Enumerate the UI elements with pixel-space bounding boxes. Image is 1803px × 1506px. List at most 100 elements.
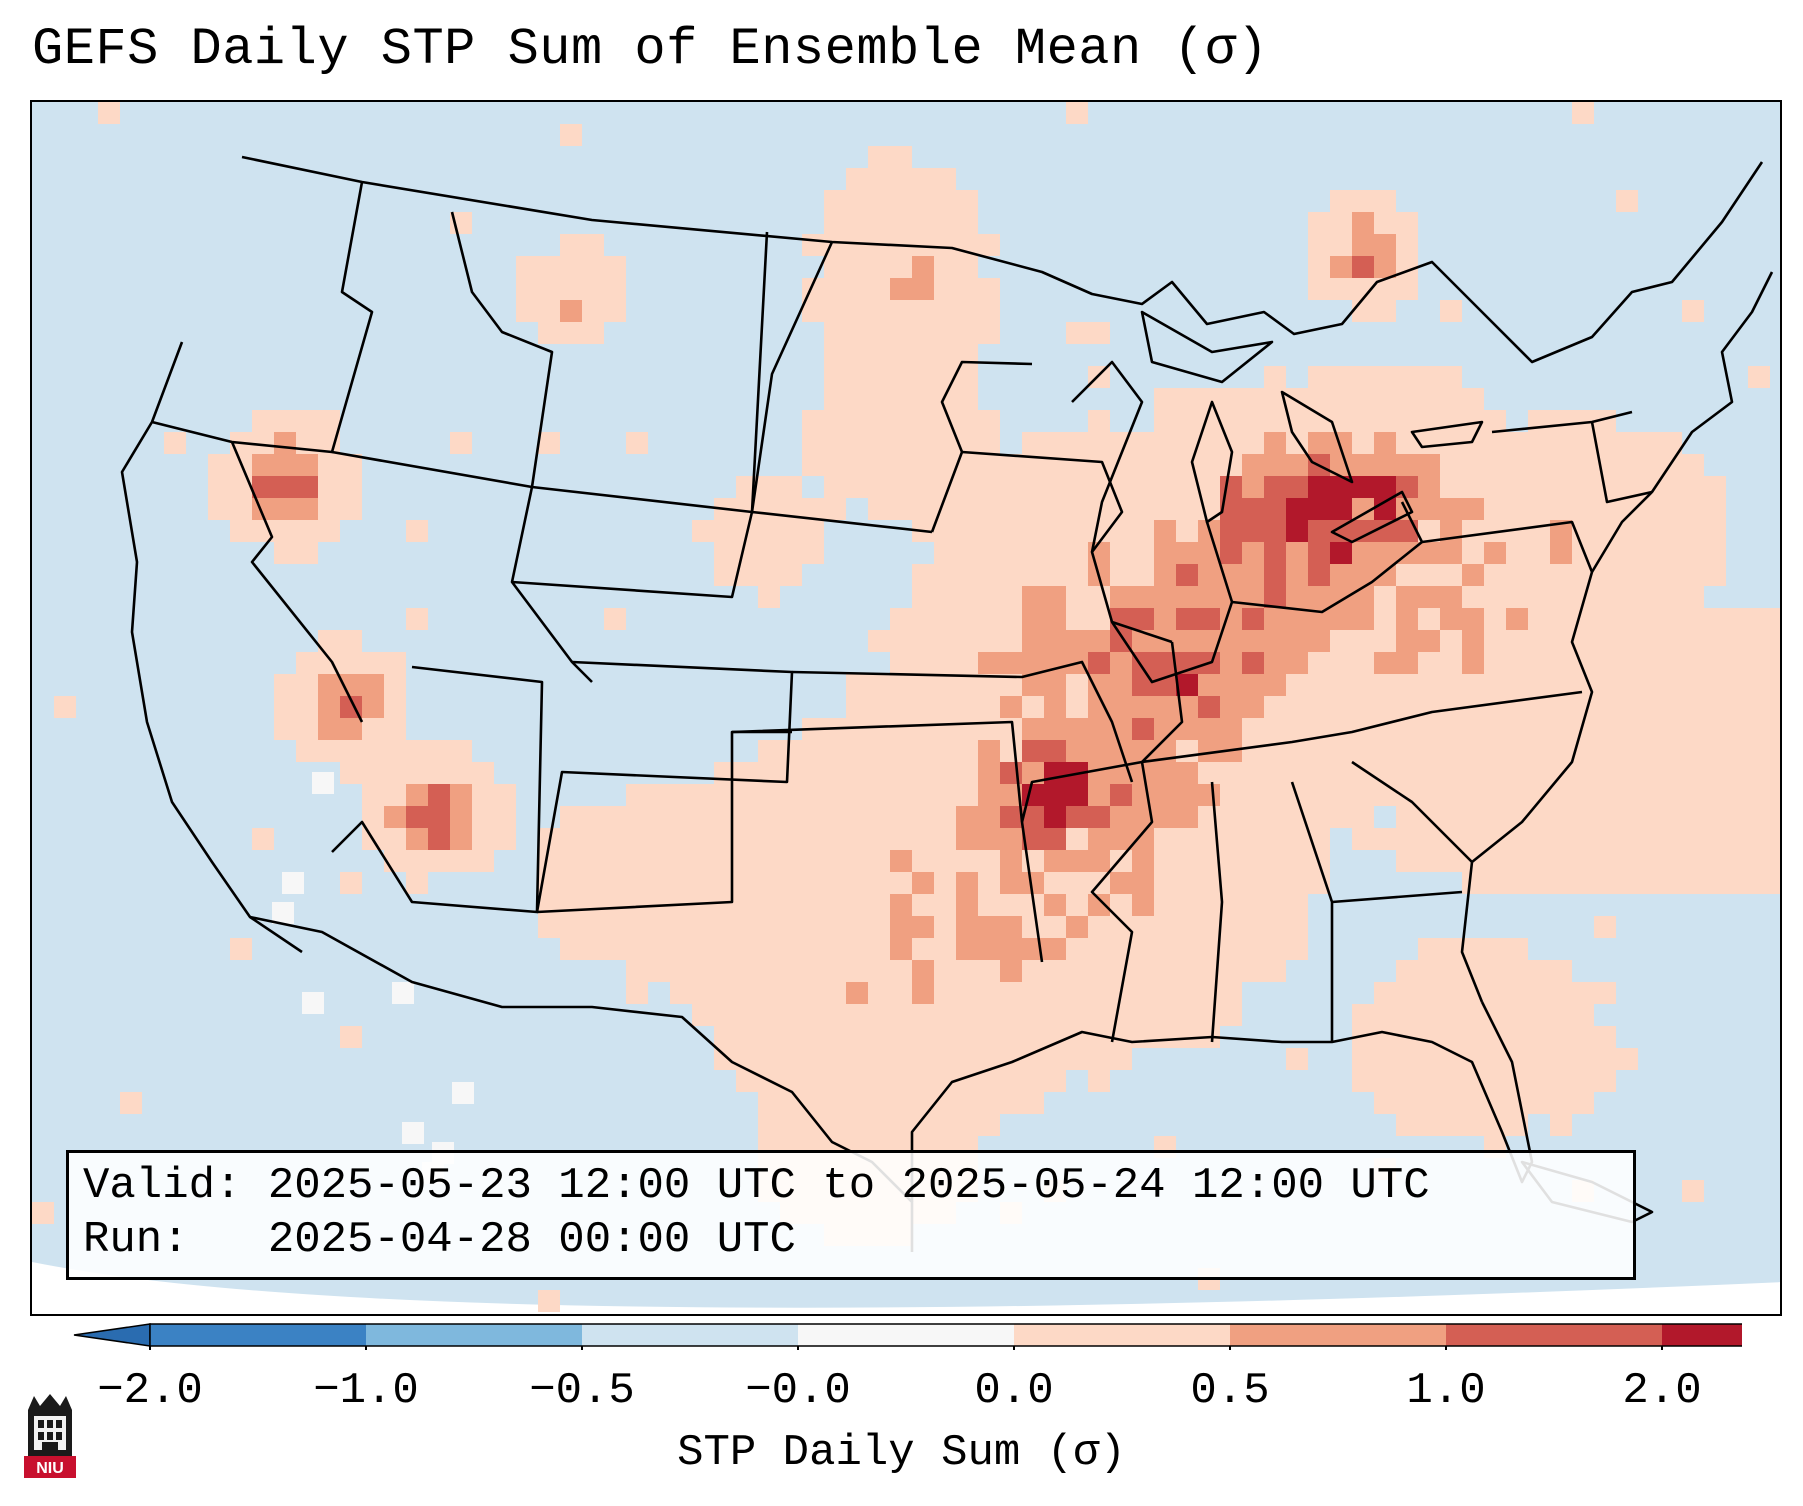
anomaly-cell — [1748, 608, 1770, 630]
anomaly-cell — [626, 850, 648, 872]
anomaly-cell — [868, 146, 890, 168]
anomaly-cell — [1308, 630, 1330, 652]
anomaly-cell — [362, 652, 384, 674]
anomaly-cell — [1374, 696, 1396, 718]
anomaly-cell — [1484, 674, 1506, 696]
anomaly-cell — [1572, 476, 1594, 498]
anomaly-cell — [428, 784, 450, 806]
anomaly-cell — [1418, 652, 1440, 674]
anomaly-cell — [582, 234, 604, 256]
anomaly-cell — [868, 916, 890, 938]
anomaly-cell — [296, 520, 318, 542]
anomaly-cell — [1154, 806, 1176, 828]
anomaly-cell — [978, 542, 1000, 564]
anomaly-cell — [252, 432, 274, 454]
anomaly-cell — [1066, 872, 1088, 894]
anomaly-cell — [780, 982, 802, 1004]
anomaly-cell — [912, 674, 934, 696]
anomaly-cell — [1264, 520, 1286, 542]
ohio-border — [1231, 501, 1424, 614]
anomaly-cell — [1748, 674, 1770, 696]
anomaly-cell — [1440, 982, 1462, 1004]
anomaly-cell — [692, 960, 714, 982]
anomaly-cell — [1748, 762, 1770, 784]
anomaly-cell — [406, 608, 428, 630]
anomaly-cell — [1682, 806, 1704, 828]
anomaly-cell — [1176, 916, 1198, 938]
anomaly-cell — [890, 652, 912, 674]
anomaly-cell — [780, 850, 802, 872]
anomaly-cell — [406, 828, 428, 850]
anomaly-cell — [1000, 630, 1022, 652]
anomaly-cell — [582, 872, 604, 894]
anomaly-cell — [780, 762, 802, 784]
anomaly-cell — [1528, 828, 1550, 850]
anomaly-cell — [1594, 410, 1616, 432]
anomaly-cell — [978, 1026, 1000, 1048]
anomaly-cell — [714, 542, 736, 564]
anomaly-cell — [1088, 806, 1110, 828]
anomaly-cell — [1770, 762, 1780, 784]
anomaly-cell — [934, 1092, 956, 1114]
anomaly-cell — [780, 1004, 802, 1026]
anomaly-cell — [1352, 784, 1374, 806]
anomaly-cell — [1484, 608, 1506, 630]
anomaly-cell — [1770, 718, 1780, 740]
anomaly-cell — [1154, 982, 1176, 1004]
anomaly-cell — [780, 520, 802, 542]
anomaly-cell — [1594, 916, 1616, 938]
anomaly-cell — [1528, 740, 1550, 762]
colorbar-segment — [366, 1324, 582, 1346]
anomaly-cell — [868, 1070, 890, 1092]
anomaly-cell — [1396, 784, 1418, 806]
anomaly-cell — [340, 872, 362, 894]
anomaly-cell — [1748, 740, 1770, 762]
anomaly-cell — [1352, 740, 1374, 762]
anomaly-cell — [1638, 652, 1660, 674]
anomaly-cell — [846, 256, 868, 278]
anomaly-cell — [1704, 520, 1726, 542]
anomaly-cell — [1308, 586, 1330, 608]
anomaly-cell — [1462, 388, 1484, 410]
anomaly-cell — [1110, 872, 1132, 894]
anomaly-cell — [340, 476, 362, 498]
anomaly-cell — [1726, 696, 1748, 718]
anomaly-cell — [1242, 630, 1264, 652]
anomaly-cell — [1550, 586, 1572, 608]
anomaly-cell — [1352, 696, 1374, 718]
anomaly-cell — [912, 872, 934, 894]
anomaly-cell — [406, 520, 428, 542]
anomaly-cell — [736, 784, 758, 806]
anomaly-cell — [1418, 982, 1440, 1004]
anomaly-cell — [802, 1114, 824, 1136]
anomaly-cell — [1594, 718, 1616, 740]
anomaly-cell — [846, 388, 868, 410]
anomaly-cell — [1748, 850, 1770, 872]
anomaly-cell — [648, 784, 670, 806]
anomaly-cell — [846, 1004, 868, 1026]
anomaly-cell — [1242, 454, 1264, 476]
university-tower-icon — [28, 1394, 72, 1456]
anomaly-cell — [1660, 542, 1682, 564]
anomaly-cell — [1264, 630, 1286, 652]
anomaly-cell — [802, 542, 824, 564]
anomaly-cell — [802, 850, 824, 872]
anomaly-cell — [1374, 234, 1396, 256]
anomaly-cell — [1066, 806, 1088, 828]
anomaly-cell — [1440, 1114, 1462, 1136]
anomaly-cell — [956, 1048, 978, 1070]
anomaly-cell — [1726, 740, 1748, 762]
anomaly-cell — [934, 366, 956, 388]
anomaly-cell — [1154, 388, 1176, 410]
anomaly-cell — [1616, 652, 1638, 674]
anomaly-cell — [1088, 432, 1110, 454]
anomaly-cell — [1660, 784, 1682, 806]
anomaly-cell — [780, 916, 802, 938]
anomaly-cell — [1550, 1048, 1572, 1070]
anomaly-cell — [978, 872, 1000, 894]
anomaly-cell — [978, 762, 1000, 784]
anomaly-cell — [1066, 740, 1088, 762]
anomaly-cell — [912, 740, 934, 762]
anomaly-cell — [736, 564, 758, 586]
anomaly-cell — [494, 828, 516, 850]
